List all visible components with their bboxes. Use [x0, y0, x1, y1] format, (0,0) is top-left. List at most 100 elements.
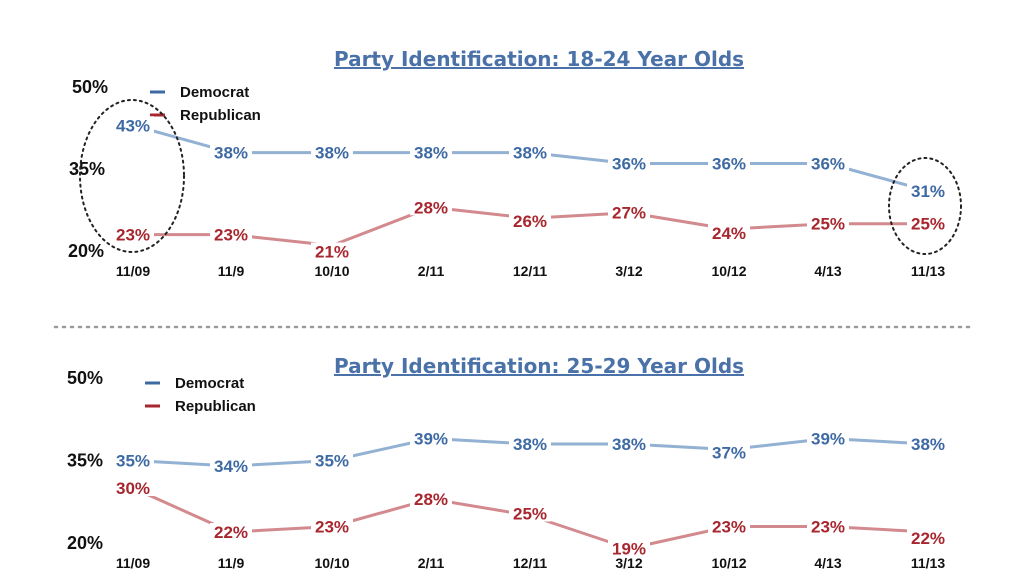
data-label-background [311, 242, 353, 260]
data-label-background [112, 225, 154, 243]
democrat-data-label: 38% [911, 435, 945, 454]
republican-data-label: 23% [214, 226, 248, 245]
data-label-background [708, 443, 750, 461]
republican-data-label: 21% [315, 243, 349, 262]
data-label-background [410, 429, 452, 447]
republican-data-label: 28% [414, 490, 448, 509]
democrat-data-label: 38% [214, 144, 248, 163]
legend-entry: Republican [175, 398, 256, 415]
data-label-background [807, 517, 849, 535]
x-tick-label: 10/12 [711, 555, 746, 571]
data-label-background [112, 479, 154, 496]
republican-data-label: 23% [811, 518, 845, 537]
republican-data-label: 30% [116, 479, 150, 498]
democrat-data-label: 39% [414, 430, 448, 449]
data-label-background [509, 212, 551, 230]
democrat-data-label: 38% [612, 435, 646, 454]
chart-title: Party Identification: 18-24 Year Olds [334, 47, 744, 71]
democrat-data-label: 43% [116, 116, 150, 135]
data-label-background [509, 504, 551, 522]
democrat-data-label: 36% [811, 155, 845, 174]
democrat-data-label: 38% [513, 435, 547, 454]
democrat-data-label: 34% [214, 457, 248, 476]
data-label-background [807, 154, 849, 172]
y-tick-label: 20% [67, 533, 103, 553]
legend-entry: Democrat [180, 84, 249, 101]
data-label-background [608, 435, 650, 452]
x-tick-label: 4/13 [814, 263, 841, 279]
data-label-background [708, 517, 750, 535]
data-label-background [410, 198, 452, 216]
democrat-data-label: 36% [712, 155, 746, 174]
data-label-background [112, 116, 154, 134]
legend-entry: Republican [180, 107, 261, 124]
democrat-data-label: 35% [116, 452, 150, 471]
data-label-background [807, 429, 849, 447]
republican-data-label: 26% [513, 212, 547, 231]
x-tick-label: 11/9 [218, 555, 245, 571]
republican-data-label: 23% [116, 226, 150, 245]
highlight-oval [888, 157, 962, 255]
data-label-background [210, 225, 252, 243]
data-label-background [311, 451, 353, 469]
x-tick-label: 3/12 [615, 555, 642, 571]
x-tick-label: 12/11 [513, 263, 547, 279]
data-label-background [410, 490, 452, 507]
republican-data-label: 24% [712, 224, 746, 243]
data-label-background [608, 154, 650, 172]
x-tick-label: 2/11 [418, 263, 445, 279]
data-label-background [708, 224, 750, 242]
data-label-background [210, 143, 252, 161]
x-tick-label: 11/13 [911, 263, 945, 279]
republican-data-label: 23% [712, 518, 746, 537]
x-tick-label: 10/10 [314, 263, 349, 279]
x-tick-label: 11/9 [218, 263, 245, 279]
data-label-background [210, 523, 252, 540]
democrat-data-label: 37% [712, 444, 746, 463]
data-label-background [509, 143, 551, 161]
y-tick-label: 35% [69, 159, 105, 179]
democrat-data-label: 31% [911, 182, 945, 201]
republican-data-label: 27% [612, 204, 646, 223]
democrat-data-label: 39% [811, 430, 845, 449]
data-label-background [608, 203, 650, 221]
democrat-data-label: 35% [315, 452, 349, 471]
x-tick-label: 10/12 [711, 263, 746, 279]
x-tick-label: 11/09 [116, 555, 150, 571]
y-tick-label: 35% [67, 451, 103, 471]
republican-data-label: 25% [811, 215, 845, 234]
x-tick-label: 12/11 [513, 555, 547, 571]
data-label-background [708, 154, 750, 172]
republican-data-label: 23% [315, 518, 349, 537]
republican-data-label: 25% [911, 215, 945, 234]
data-label-background [410, 143, 452, 161]
democrat-data-label: 38% [315, 144, 349, 163]
data-label-background [907, 435, 949, 452]
data-label-background [608, 539, 650, 557]
highlight-oval [79, 99, 185, 253]
data-label-background [509, 435, 551, 452]
x-tick-label: 2/11 [418, 555, 445, 571]
republican-data-label: 28% [414, 198, 448, 217]
x-tick-label: 4/13 [814, 555, 841, 571]
data-label-background [210, 457, 252, 474]
legend-entry: Democrat [175, 375, 244, 392]
x-tick-label: 10/10 [314, 555, 349, 571]
x-tick-label: 11/09 [116, 263, 150, 279]
data-label-background [907, 214, 949, 232]
republican-data-label: 22% [214, 523, 248, 542]
y-tick-label: 50% [67, 368, 103, 388]
republican-data-label: 19% [612, 540, 646, 559]
democrat-data-label: 38% [414, 144, 448, 163]
data-label-background [311, 517, 353, 535]
x-tick-label: 11/13 [911, 555, 945, 571]
data-label-background [907, 181, 949, 199]
democrat-data-label: 38% [513, 144, 547, 163]
data-label-background [311, 143, 353, 161]
democrat-data-label: 36% [612, 155, 646, 174]
y-tick-label: 20% [68, 241, 104, 261]
x-tick-label: 3/12 [615, 263, 642, 279]
y-tick-label: 50% [72, 77, 108, 97]
republican-data-label: 25% [513, 505, 547, 524]
